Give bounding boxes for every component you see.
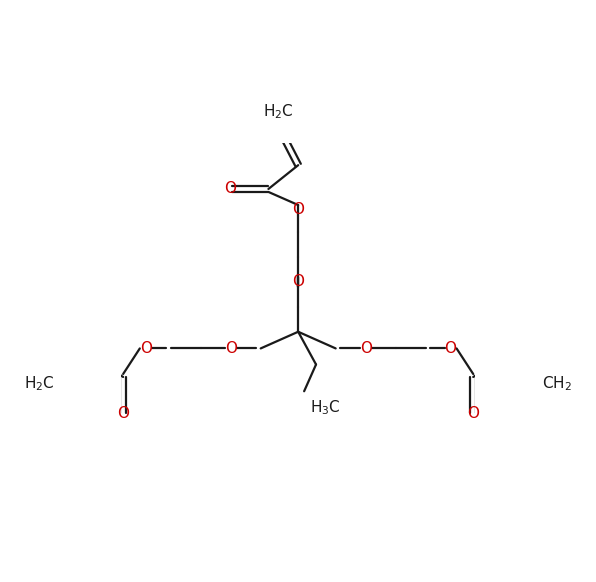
Text: O: O [292, 274, 304, 289]
Text: O: O [467, 406, 479, 421]
Text: O: O [139, 341, 152, 356]
Text: O: O [359, 341, 372, 356]
Text: O: O [117, 406, 129, 421]
Text: H$_2$C: H$_2$C [24, 374, 55, 393]
Text: H$_2$C: H$_2$C [263, 102, 293, 121]
Text: CH$_2$: CH$_2$ [542, 374, 572, 393]
Text: O: O [445, 341, 457, 356]
Text: O: O [292, 203, 304, 217]
Text: O: O [224, 182, 237, 197]
Text: H$_3$C: H$_3$C [310, 399, 341, 417]
Text: O: O [225, 341, 237, 356]
